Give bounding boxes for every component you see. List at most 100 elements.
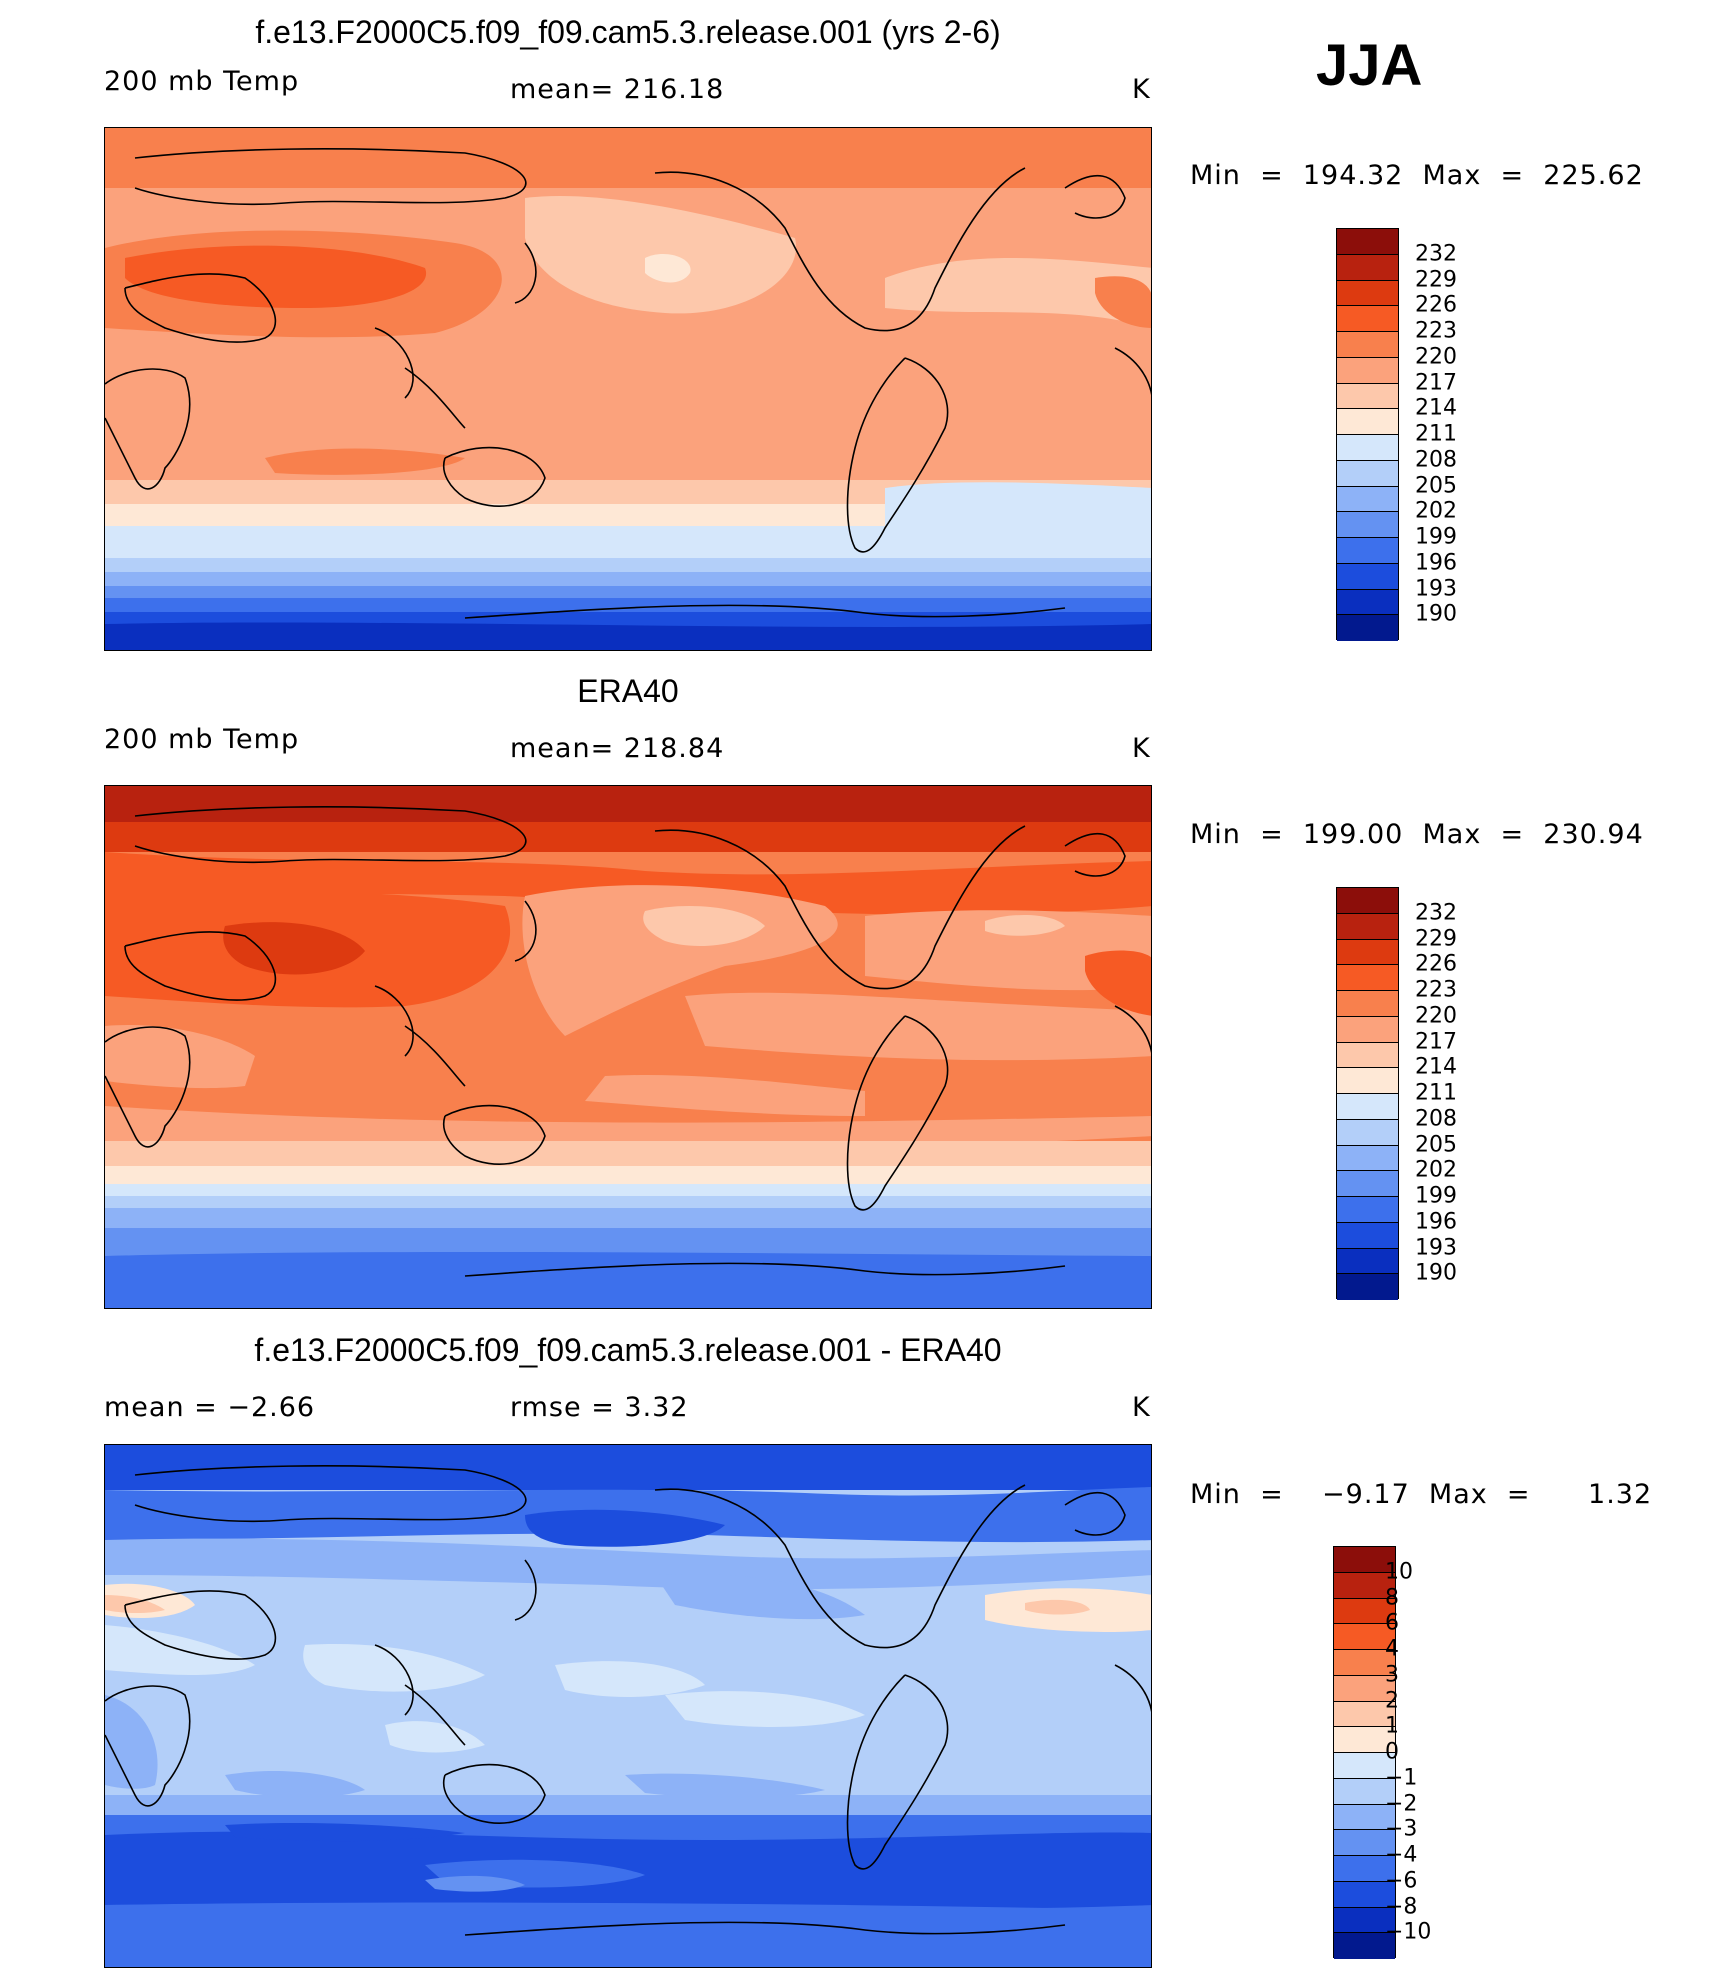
colorbar-tick-label: 232 [1415, 900, 1457, 926]
colorbar-tick-label: 6 [1385, 1610, 1399, 1636]
panel-3-minmax: Min = −9.17 Max = 1.32 [1190, 1479, 1653, 1510]
colorbar-tick-label: 193 [1415, 1235, 1457, 1260]
colorbar-tick-label: 1 [1385, 1713, 1399, 1739]
colorbar-tick-label: 196 [1415, 1209, 1457, 1235]
colorbar-swatch [1337, 512, 1398, 538]
colorbar-swatch [1337, 1094, 1398, 1120]
colorbar-swatch [1337, 939, 1398, 966]
panel-1-minmax: Min = 194.32 Max = 225.62 [1190, 160, 1644, 191]
colorbar-tick-label: −8 [1385, 1894, 1418, 1919]
panel-2-title: ERA40 [577, 673, 679, 709]
colorbar-tick-label: 220 [1415, 344, 1457, 370]
colorbar-tick-label: 205 [1415, 473, 1457, 498]
colorbar-swatch [1337, 229, 1398, 255]
colorbar-tick-label: 223 [1415, 318, 1457, 344]
colorbar-swatch [1337, 280, 1398, 307]
colorbar-swatch [1337, 1042, 1398, 1069]
colorbar-swatch [1337, 563, 1398, 590]
panel-1-variable-label: 200 mb Temp [104, 66, 300, 97]
colorbar-tick-label: −6 [1385, 1868, 1418, 1894]
panel-1-title: f.e13.F2000C5.f09_f09.cam5.3.release.001… [255, 14, 1001, 50]
colorbar-swatch [1337, 1248, 1398, 1275]
panel-3-coastlines [105, 1465, 1151, 1936]
colorbar-swatch [1337, 965, 1398, 991]
colorbar-swatch [1337, 1197, 1398, 1223]
colorbar-tick-label: 196 [1415, 550, 1457, 576]
colorbar-tick-label: 193 [1415, 576, 1457, 601]
colorbar-tick-label: 199 [1415, 1183, 1457, 1209]
colorbar-tick-label: 208 [1415, 1106, 1457, 1132]
colorbar-swatch [1334, 1907, 1395, 1934]
colorbar-tick-label: 205 [1415, 1132, 1457, 1157]
panel-3-field [105, 1445, 1151, 1967]
panel-3-rmse-label: rmse = 3.32 [510, 1392, 689, 1423]
colorbar-tick-label: 220 [1415, 1003, 1457, 1029]
colorbar-tick-label: −2 [1385, 1791, 1418, 1816]
colorbar-swatch [1337, 383, 1398, 410]
colorbar-tick-label: 190 [1415, 601, 1457, 627]
colorbar-tick-label: 211 [1415, 1080, 1457, 1106]
colorbar-tick-label: 190 [1415, 1260, 1457, 1286]
colorbar-tick-label: 217 [1415, 370, 1457, 395]
colorbar-swatch [1337, 357, 1398, 384]
colorbar-tick-label: 3 [1385, 1662, 1399, 1688]
colorbar-tick-label: 229 [1415, 267, 1457, 292]
colorbar-swatch [1337, 1145, 1398, 1172]
colorbar-swatch [1337, 435, 1398, 461]
colorbar-tick-label: 2 [1385, 1688, 1399, 1713]
colorbar-swatch [1337, 538, 1398, 564]
colorbar-tick-label: 223 [1415, 977, 1457, 1003]
colorbar-tick-label: 211 [1415, 421, 1457, 447]
colorbar-swatch [1334, 1650, 1395, 1676]
colorbar-swatch [1334, 1830, 1395, 1856]
panel-3-map [104, 1444, 1152, 1968]
panel-1-map [104, 127, 1152, 651]
colorbar-swatch [1337, 409, 1398, 435]
panel-1-colorbar [1336, 228, 1399, 641]
colorbar-swatch [1334, 1727, 1395, 1753]
panel-2-units-label: K [1132, 733, 1151, 764]
colorbar-swatch [1337, 991, 1398, 1017]
colorbar-swatch [1334, 1572, 1395, 1599]
colorbar-swatch [1337, 913, 1398, 940]
colorbar-swatch [1337, 589, 1398, 616]
panel-1-coastlines [105, 148, 1151, 619]
colorbar-tick-label: 8 [1385, 1585, 1399, 1610]
panel-3-units-label: K [1132, 1392, 1151, 1423]
colorbar-tick-label: 229 [1415, 926, 1457, 951]
colorbar-swatch [1334, 1778, 1395, 1805]
panel-3-mean-label: mean = −2.66 [104, 1392, 316, 1423]
colorbar-swatch [1337, 254, 1398, 281]
colorbar-tick-label: 232 [1415, 241, 1457, 267]
colorbar-swatch [1334, 1675, 1395, 1702]
panel-1-mean-label: mean= 216.18 [510, 74, 725, 105]
colorbar-swatch [1337, 1274, 1398, 1300]
panel-2-minmax: Min = 199.00 Max = 230.94 [1190, 819, 1644, 850]
colorbar-swatch [1337, 1016, 1398, 1043]
colorbar-swatch [1334, 1856, 1395, 1882]
panel-2-mean-label: mean= 218.84 [510, 733, 725, 764]
panel-2-field [105, 786, 1151, 1308]
panel-2-variable-label: 200 mb Temp [104, 724, 300, 755]
colorbar-swatch [1334, 1881, 1395, 1908]
colorbar-tick-label: 214 [1415, 1054, 1457, 1080]
colorbar-swatch [1337, 460, 1398, 487]
colorbar-tick-label: 199 [1415, 524, 1457, 550]
colorbar-swatch [1337, 615, 1398, 641]
colorbar-swatch [1334, 1598, 1395, 1625]
panel-3-colorbar [1333, 1546, 1396, 1959]
colorbar-swatch [1337, 1068, 1398, 1094]
colorbar-tick-label: 208 [1415, 447, 1457, 473]
colorbar-tick-label: 4 [1385, 1636, 1399, 1662]
colorbar-swatch [1334, 1804, 1395, 1831]
colorbar-swatch [1337, 1222, 1398, 1249]
colorbar-tick-label: 214 [1415, 395, 1457, 421]
colorbar-swatch [1334, 1753, 1395, 1779]
colorbar-tick-label: 226 [1415, 951, 1457, 977]
panel-2-colorbar [1336, 887, 1399, 1300]
panel-3-title: f.e13.F2000C5.f09_f09.cam5.3.release.001… [254, 1332, 1002, 1368]
colorbar-tick-label: 226 [1415, 292, 1457, 318]
colorbar-tick-label: −10 [1385, 1919, 1432, 1945]
colorbar-swatch [1337, 888, 1398, 914]
panel-2-coastlines [105, 806, 1151, 1277]
